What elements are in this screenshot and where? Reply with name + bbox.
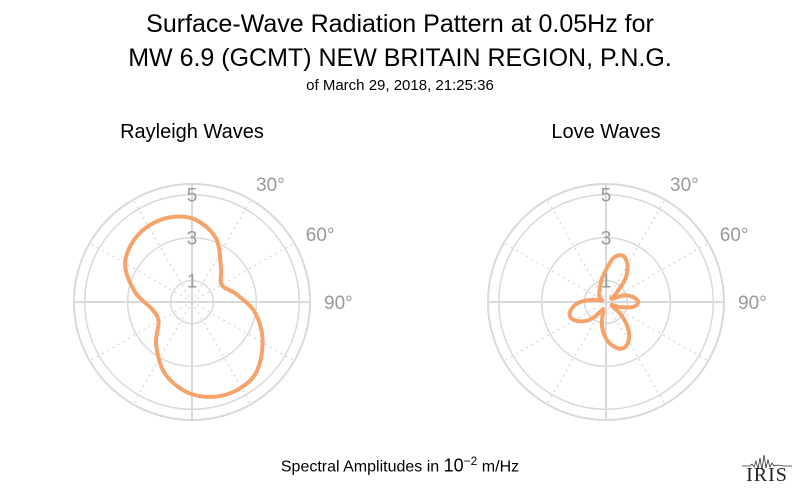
amplitude-units-label: Spectral Amplitudes in 10−2 m/Hz [0,454,800,476]
love-angle-tick-label: 60° [720,225,749,246]
chart-subtitle: of March 29, 2018, 21:25:36 [306,77,494,94]
iris-logo: IRIS [742,452,792,488]
love-angular-gridline [503,242,607,303]
rayleigh-angular-gridline [132,301,193,405]
units-exponent: −2 [463,454,478,468]
love-angle-tick-label: 30° [670,175,699,196]
rayleigh-radiation-pattern-line [123,214,265,399]
love-angular-gridline [605,199,666,303]
rayleigh-angular-gridline [191,301,252,405]
love-radial-tick-label: 5 [601,186,612,207]
rayleigh-angular-gridline [191,301,295,362]
love-panel-title: Love Waves [551,121,660,143]
units-unit: m/Hz [477,458,520,476]
units-prefix: Spectral Amplitudes in [280,458,444,476]
rayleigh-radial-tick-label: 1 [187,272,198,293]
rayleigh-angle-tick-label: 60° [306,225,335,246]
rayleigh-angular-gridline [132,199,193,303]
rayleigh-radial-tick-label: 5 [187,186,198,207]
love-angle-tick-label: 90° [738,293,767,314]
love-angular-gridline [503,301,607,362]
love-radial-tick-label: 1 [601,272,612,293]
love-angular-gridline [605,242,709,303]
rayleigh-angular-gridline [89,242,193,303]
love-radial-tick-label: 3 [601,229,612,250]
rayleigh-radial-tick-label: 3 [187,229,198,250]
rayleigh-angle-tick-label: 90° [324,293,353,314]
love-angular-gridline [546,199,607,303]
chart-title-line-1: Surface-Wave Radiation Pattern at 0.05Hz… [146,10,654,38]
rayleigh-panel-title: Rayleigh Waves [120,121,264,143]
logo-text: IRIS [746,464,788,486]
seismogram-icon [742,454,792,471]
love-angular-gridline [546,301,607,405]
love-angular-gridline [605,301,709,362]
chart-title-line-2: MW 6.9 (GCMT) NEW BRITAIN REGION, P.N.G. [128,44,672,72]
units-base: 10 [443,455,464,476]
love-angular-gridline [605,301,666,405]
love-radiation-pattern-line [567,253,641,351]
rayleigh-angular-gridline [191,199,252,303]
rayleigh-angular-gridline [191,242,295,303]
rayleigh-angular-gridline [89,301,193,362]
rayleigh-angle-tick-label: 30° [256,175,285,196]
